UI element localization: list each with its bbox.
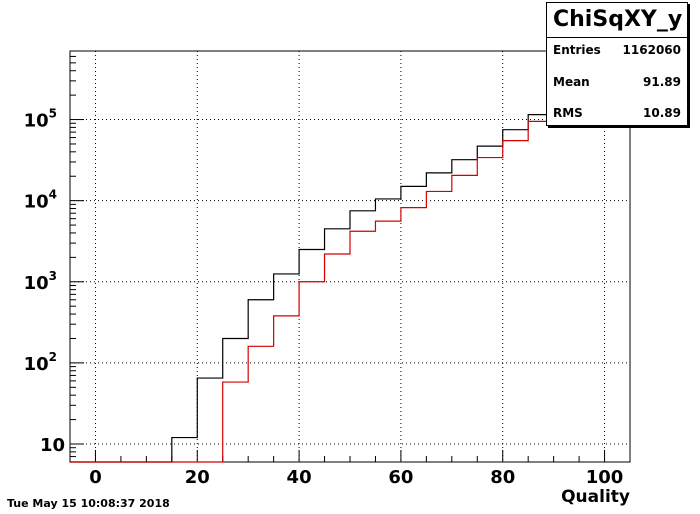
x-tick-label: 100 — [586, 467, 624, 488]
x-tick-label: 80 — [490, 467, 515, 488]
y-tick-label: 10 — [40, 435, 65, 456]
x-tick-labels: 0 20 40 60 80 100 — [89, 467, 623, 488]
y-tick-label: 102 — [24, 350, 57, 375]
stats-box: ChiSqXY_y Entries 1162060 Mean 91.89 RMS… — [546, 2, 688, 126]
y-tick-label: 103 — [24, 269, 57, 294]
y-tick-labels: 10 102 103 104 105 — [24, 107, 65, 456]
stats-rms-value: 10.89 — [643, 106, 681, 120]
x-tick-label: 20 — [185, 467, 210, 488]
x-tick-label: 60 — [388, 467, 413, 488]
axis-minor-ticks — [69, 50, 631, 463]
stats-rms-label: RMS — [553, 106, 583, 120]
stats-entries-value: 1162060 — [622, 43, 681, 57]
x-tick-label: 40 — [287, 467, 312, 488]
x-axis-title: Quality — [561, 487, 630, 507]
series-layer — [70, 71, 630, 463]
stats-entries-label: Entries — [553, 43, 601, 57]
stats-mean-row: Mean 91.89 — [553, 75, 681, 93]
y-tick-label: 105 — [24, 107, 57, 132]
stats-title: ChiSqXY_y — [547, 3, 687, 38]
series-1-histogram — [70, 74, 630, 463]
series-2-histogram — [70, 71, 630, 463]
stats-mean-value: 91.89 — [643, 75, 681, 89]
y-tick-label: 104 — [24, 188, 57, 213]
x-tick-label: 0 — [89, 467, 102, 488]
stats-rms-row: RMS 10.89 — [553, 106, 681, 124]
stats-mean-label: Mean — [553, 75, 590, 89]
stats-entries-row: Entries 1162060 — [553, 43, 681, 61]
timestamp-label: Tue May 15 10:08:37 2018 — [7, 497, 170, 510]
